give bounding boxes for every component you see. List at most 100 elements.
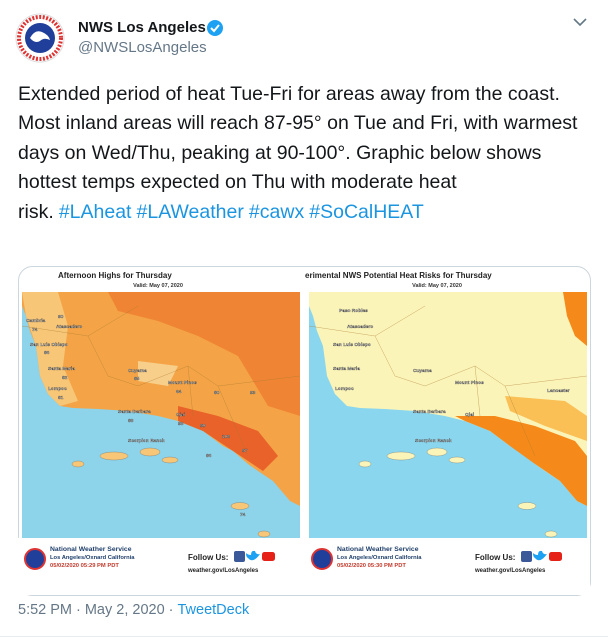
heat-coastal (22, 292, 78, 406)
map-label: Lancaster (547, 388, 570, 394)
map-label: Atascadero (347, 324, 373, 330)
land (309, 292, 587, 506)
tweet-meta: 5:52 PM · May 2, 2020 · TweetDeck (18, 602, 249, 618)
footer-website: weather.gov/LosAngeles (187, 568, 259, 574)
separator: · (168, 602, 174, 618)
island (99, 451, 129, 461)
source-link[interactable]: TweetDeck (177, 602, 250, 618)
map-label: Atascadero (56, 324, 82, 330)
tweet-text: Extended period of heat Tue-Fri for area… (18, 80, 598, 227)
risk-desert (505, 396, 587, 441)
island (448, 456, 466, 464)
footer-bg (18, 538, 303, 595)
map-label: 100 (222, 434, 230, 440)
footer-issued: 05/02/2020 05:29 PM PDT (50, 563, 119, 569)
county-lines (308, 305, 588, 457)
island (139, 447, 161, 457)
tweet-body: Extended period of heat Tue-Fri for area… (18, 83, 578, 223)
avatar[interactable] (14, 12, 66, 64)
map-label: Mount Pinos (455, 380, 484, 386)
twitter-icon (533, 550, 547, 561)
hashtag[interactable]: #LAWeather (136, 200, 244, 223)
island (386, 451, 416, 461)
facebook-icon (234, 551, 245, 562)
map-label: Santa Maria (333, 366, 360, 372)
nws-logo (24, 548, 46, 570)
county-lines (21, 305, 301, 457)
map-label: Paso Robles (339, 308, 368, 314)
footer-website: weather.gov/LosAngeles (474, 568, 546, 574)
island (358, 460, 372, 468)
map-label: 97 (242, 448, 248, 454)
map-label: 93 (250, 390, 256, 396)
heat-inland (108, 292, 300, 416)
footer-location: Los Angeles/Oxnard California (50, 555, 135, 561)
island (71, 460, 85, 468)
author-name[interactable]: NWS Los Angeles (78, 19, 206, 36)
date: May 2, 2020 (84, 602, 165, 618)
media-grid[interactable]: Afternoon Highs for Thursday Valid: May 0… (18, 266, 592, 597)
map-label: 86 (44, 350, 50, 356)
map-label: Santa Maria (48, 366, 75, 372)
twitter-icon (246, 550, 260, 561)
map-label: Ojai (465, 412, 474, 418)
footer-office: National Weather Service (50, 546, 132, 553)
island (230, 502, 250, 510)
map-label: 80 (214, 390, 220, 396)
map-label: 88 (128, 418, 134, 424)
map-label: San Luis Obispo (333, 342, 371, 348)
hashtag[interactable]: #LAheat (58, 200, 132, 223)
hashtag[interactable]: #SoCalHEAT (309, 200, 424, 223)
author-handle[interactable]: @NWSLosAngeles (78, 39, 207, 56)
map-label: Scorpion Ranch (415, 438, 452, 444)
map-label: 81 (58, 395, 64, 401)
map-label: Santa Barbara (413, 409, 446, 415)
map-label: Scorpion Ranch (128, 438, 165, 444)
risk-la (455, 416, 587, 506)
map-title: Afternoon Highs for Thursday (58, 271, 172, 280)
map-label: 74 (32, 327, 38, 333)
risk-north (563, 292, 587, 346)
footer-issued: 05/02/2020 05:30 PM PDT (337, 563, 406, 569)
map-label: 85 (134, 376, 140, 382)
map-label: Cambria (26, 318, 46, 324)
avatar-cloud (30, 31, 50, 42)
map-label: 86 (206, 453, 212, 459)
map-label: 74 (240, 512, 246, 518)
island (517, 502, 537, 510)
heat-map-image[interactable]: Afternoon Highs for Thursday Valid: May 0… (18, 271, 303, 595)
facebook-icon (521, 551, 532, 562)
youtube-icon (549, 552, 562, 561)
footer-office: National Weather Service (337, 546, 419, 553)
heat-map-image[interactable]: erimental NWS Potential Heat Risks for T… (305, 271, 590, 595)
map-valid: Valid: May 07, 2020 (412, 283, 462, 289)
map-label: 98 (178, 421, 184, 427)
avatar-lettering (17, 15, 63, 61)
footer-follow: Follow Us: (475, 553, 515, 562)
verified-badge (207, 20, 223, 36)
map-label: Santa Barbara (118, 409, 151, 415)
map-label: Cuyama (413, 368, 432, 374)
map-label: Ojai (176, 412, 185, 418)
map-valid: Valid: May 07, 2020 (133, 283, 183, 289)
map-label: 82 (62, 375, 68, 381)
map-title: erimental NWS Potential Heat Risks for T… (305, 271, 492, 280)
menu-chevron[interactable] (572, 16, 588, 28)
island (426, 447, 448, 457)
footer-bg (305, 538, 590, 595)
nws-logo (311, 548, 333, 570)
footer-follow: Follow Us: (188, 553, 228, 562)
separator: · (76, 602, 81, 618)
map-label: Lompoc (48, 386, 67, 392)
map-label: 99 (200, 423, 206, 429)
island (544, 530, 558, 538)
footer-location: Los Angeles/Oxnard California (337, 555, 422, 561)
time: 5:52 PM (18, 602, 72, 618)
map-label: Mount Pinos (168, 380, 197, 386)
heat-mountain (138, 361, 178, 386)
heat-valley (178, 406, 278, 471)
hashtag[interactable]: #cawx (248, 200, 305, 223)
island (161, 456, 179, 464)
map-label: Cuyama (128, 368, 147, 374)
